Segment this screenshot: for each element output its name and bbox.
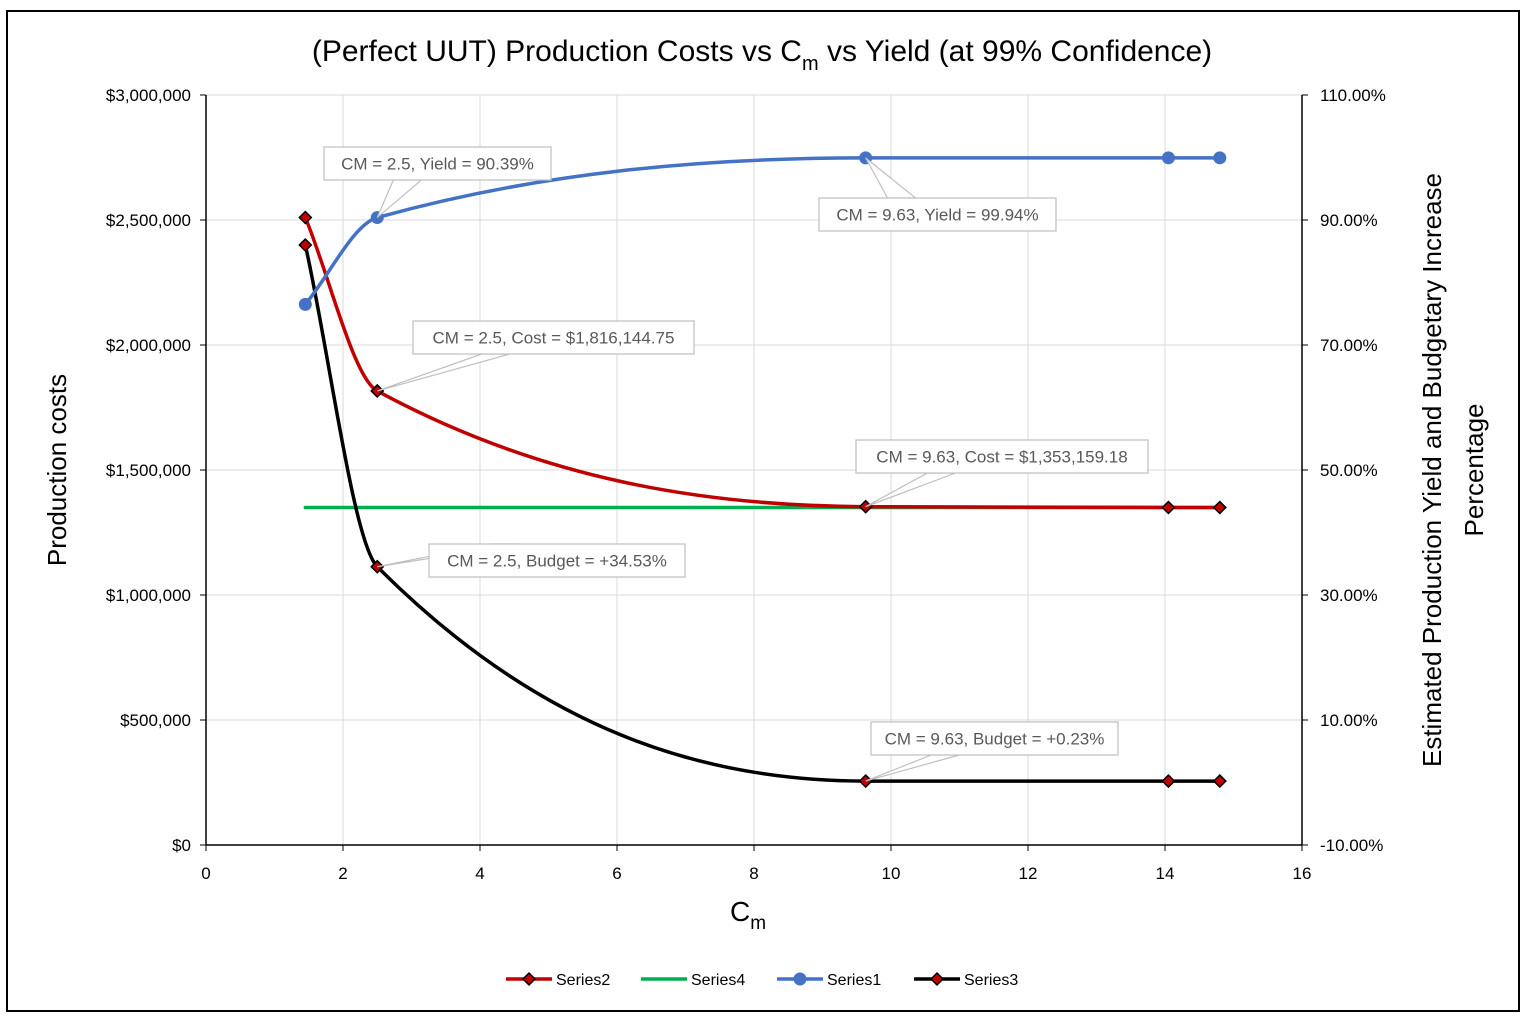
series2-point — [1161, 500, 1176, 515]
callout-label: CM = 2.5, Yield = 90.39% — [341, 155, 534, 174]
y-tick-label: $2,500,000 — [106, 211, 191, 230]
callout-box — [818, 197, 1057, 232]
axes — [200, 94, 1308, 851]
callout-leader — [865, 754, 960, 782]
x-tick-label: 12 — [1019, 864, 1038, 883]
legend-item-series2: Series2 — [506, 971, 610, 989]
x-tick-label: 10 — [882, 864, 901, 883]
y-tick-label: $500,000 — [120, 711, 191, 730]
series-lines — [298, 151, 1227, 789]
x-tick-label: 0 — [201, 864, 210, 883]
callout-label: CM = 9.63, Budget = +0.23% — [885, 730, 1105, 749]
series1-point — [1161, 151, 1175, 165]
y2-tick-label: 30.00% — [1320, 586, 1378, 605]
series1-group — [298, 151, 1227, 311]
callout-label: CM = 2.5, Budget = +34.53% — [447, 552, 667, 571]
x-tick-label: 2 — [338, 864, 347, 883]
y2-axis-label: Estimated Production Yield and Budgetary… — [1417, 173, 1489, 767]
data-callout: CM = 2.5, Budget = +34.53% — [377, 543, 686, 578]
callout-leader — [865, 472, 956, 508]
series2-group — [298, 210, 1227, 515]
x-tick-label: 8 — [749, 864, 758, 883]
legend-item-series3: Series3 — [914, 971, 1018, 989]
callout-label: CM = 9.63, Cost = $1,353,159.18 — [876, 448, 1127, 467]
legend: Series2 Series4 Series1 Series3 — [506, 971, 1018, 989]
y2-tick-label: 70.00% — [1320, 336, 1378, 355]
legend-swatch-marker — [929, 971, 945, 987]
callout-box — [428, 543, 686, 578]
callout-box — [855, 439, 1149, 474]
callout-label: CM = 9.63, Yield = 99.94% — [836, 206, 1038, 225]
series2-point — [1212, 500, 1227, 515]
x-axis-label: Cm — [730, 896, 766, 934]
y2-tick-label: 10.00% — [1320, 711, 1378, 730]
callout-box — [323, 146, 552, 181]
y2-tick-label: 50.00% — [1320, 461, 1378, 480]
legend-item-series1: Series1 — [777, 972, 881, 989]
series3-point — [1161, 774, 1176, 789]
x-tick-label: 14 — [1156, 864, 1175, 883]
legend-swatch-marker — [793, 972, 807, 986]
series2-point — [298, 210, 313, 225]
y-tick-label: $1,500,000 — [106, 461, 191, 480]
series3-group — [298, 237, 1227, 789]
tick-labels: 0 2 4 6 8 10 12 14 16 $0 $500,000 $1,000,000 $1,500,… — [106, 86, 1386, 883]
annotations: CM = 2.5, Yield = 90.39% CM = 9.63, Yield… — [323, 146, 1149, 782]
legend-label: Series2 — [556, 972, 610, 989]
gridlines — [206, 94, 1302, 845]
x-tick-label: 6 — [612, 864, 621, 883]
data-callout: CM = 9.63, Yield = 99.94% — [818, 157, 1057, 232]
callout-leader — [377, 353, 510, 392]
x-tick-label: 4 — [475, 864, 484, 883]
series3-point — [298, 237, 313, 253]
legend-label: Series1 — [827, 972, 881, 989]
data-callout: CM = 9.63, Cost = $1,353,159.18 — [855, 439, 1149, 508]
y2-tick-label: 90.00% — [1320, 211, 1378, 230]
data-callout: CM = 2.5, Yield = 90.39% — [323, 146, 552, 219]
y2-axis-label-line1: Estimated Production Yield and Budgetary… — [1417, 173, 1447, 767]
data-callout: CM = 2.5, Cost = $1,816,144.75 — [377, 320, 695, 392]
y2-tick-label: 110.00% — [1320, 86, 1386, 105]
y2-tick-label: -10.00% — [1320, 836, 1383, 855]
y-axis-label: Production costs — [42, 374, 72, 566]
series1-point — [298, 297, 312, 311]
series3-line — [303, 243, 1222, 783]
x-tick-label: 16 — [1293, 864, 1312, 883]
data-callout: CM = 9.63, Budget = +0.23% — [865, 721, 1119, 782]
legend-item-series4: Series4 — [641, 972, 745, 989]
legend-label: Series3 — [964, 972, 1018, 989]
y-tick-label: $0 — [172, 836, 191, 855]
callout-label: CM = 2.5, Cost = $1,816,144.75 — [433, 329, 675, 348]
y-tick-label: $3,000,000 — [106, 86, 191, 105]
series3-point — [1212, 774, 1227, 789]
legend-label: Series4 — [691, 972, 745, 989]
legend-swatch-marker — [521, 971, 537, 987]
chart-title: (Perfect UUT) Production Costs vs Cm vs … — [312, 35, 1212, 75]
series1-point — [1213, 151, 1227, 165]
callout-box — [412, 320, 695, 355]
y-tick-label: $2,000,000 — [106, 336, 191, 355]
y2-axis-label-line2: Percentage — [1459, 404, 1489, 537]
series2-line — [303, 215, 1222, 510]
y-tick-label: $1,000,000 — [106, 586, 191, 605]
callout-box — [870, 721, 1119, 756]
